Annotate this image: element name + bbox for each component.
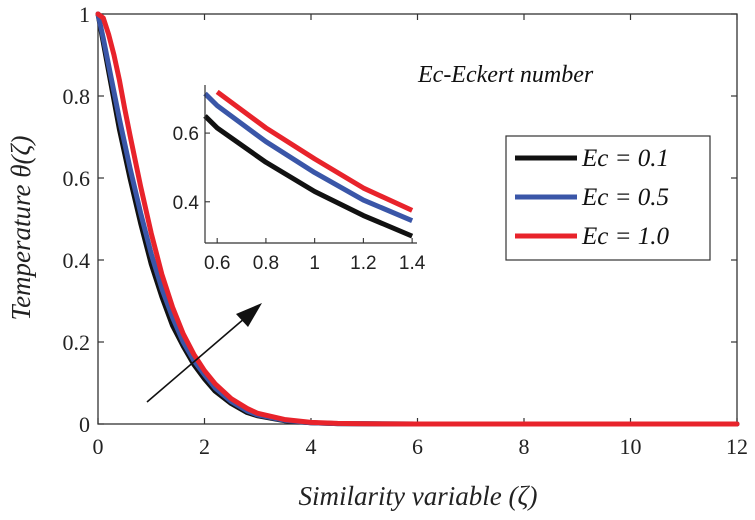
x-tick-label: 4 (306, 434, 317, 459)
inset-chart: 0.6 0.8 1 1.2 1.4 0.4 0.6 (173, 85, 426, 274)
y-tick-label: 1 (79, 2, 90, 27)
legend-label-ec-0.5: Ec = 0.5 (581, 184, 669, 211)
inset-x-tick-label: 1 (309, 253, 320, 274)
inset-series-line-1.0 (215, 89, 414, 213)
legend: Ec = 0.1 Ec = 0.5 Ec = 1.0 (505, 135, 711, 261)
inset-x-tick-label: 0.6 (204, 253, 230, 274)
inset-series-lines (203, 89, 414, 239)
trend-arrow-line (146, 317, 246, 403)
x-tick-label: 8 (519, 434, 530, 459)
x-tick-label: 2 (199, 434, 210, 459)
y-tick-label: 0.6 (63, 166, 91, 191)
inset-y-tick-label: 0.6 (173, 124, 199, 145)
x-axis-label: Similarity variable (ζ) (299, 481, 538, 511)
x-tick-label: 12 (726, 434, 748, 459)
inset-y-tick-label: 0.4 (173, 193, 200, 214)
main-series-lines (95, 11, 740, 427)
inset-x-tick-label: 1.2 (350, 253, 376, 274)
legend-label-ec-1.0: Ec = 1.0 (581, 223, 669, 250)
annotation-text: Ec-Eckert number (417, 62, 594, 88)
y-tick-label: 0.8 (63, 84, 91, 109)
y-axis-label: Temperature θ(ζ) (6, 136, 36, 321)
inset-x-tick-label: 1.4 (399, 253, 426, 274)
trend-arrow (146, 303, 262, 403)
trend-arrow-head (236, 303, 262, 327)
inset-x-tick-label: 0.8 (253, 253, 279, 274)
inset-series-line-0.5 (203, 91, 414, 223)
y-tick-label: 0.2 (63, 330, 91, 355)
y-tick-label: 0 (79, 412, 90, 437)
legend-label-ec-0.1: Ec = 0.1 (581, 145, 669, 172)
y-tick-label: 0.4 (63, 248, 91, 273)
inset-tick-labels: 0.6 0.8 1 1.2 1.4 0.4 0.6 (173, 124, 426, 274)
x-tick-label: 6 (412, 434, 423, 459)
x-tick-label: 0 (93, 434, 104, 459)
x-tick-label: 10 (620, 434, 642, 459)
inset-series-line-0.1 (203, 114, 414, 239)
main-tick-labels: 0 2 4 6 8 10 12 0 0.2 0.4 0.6 0.8 1 (63, 2, 749, 459)
series-line-1.0 (95, 11, 740, 427)
